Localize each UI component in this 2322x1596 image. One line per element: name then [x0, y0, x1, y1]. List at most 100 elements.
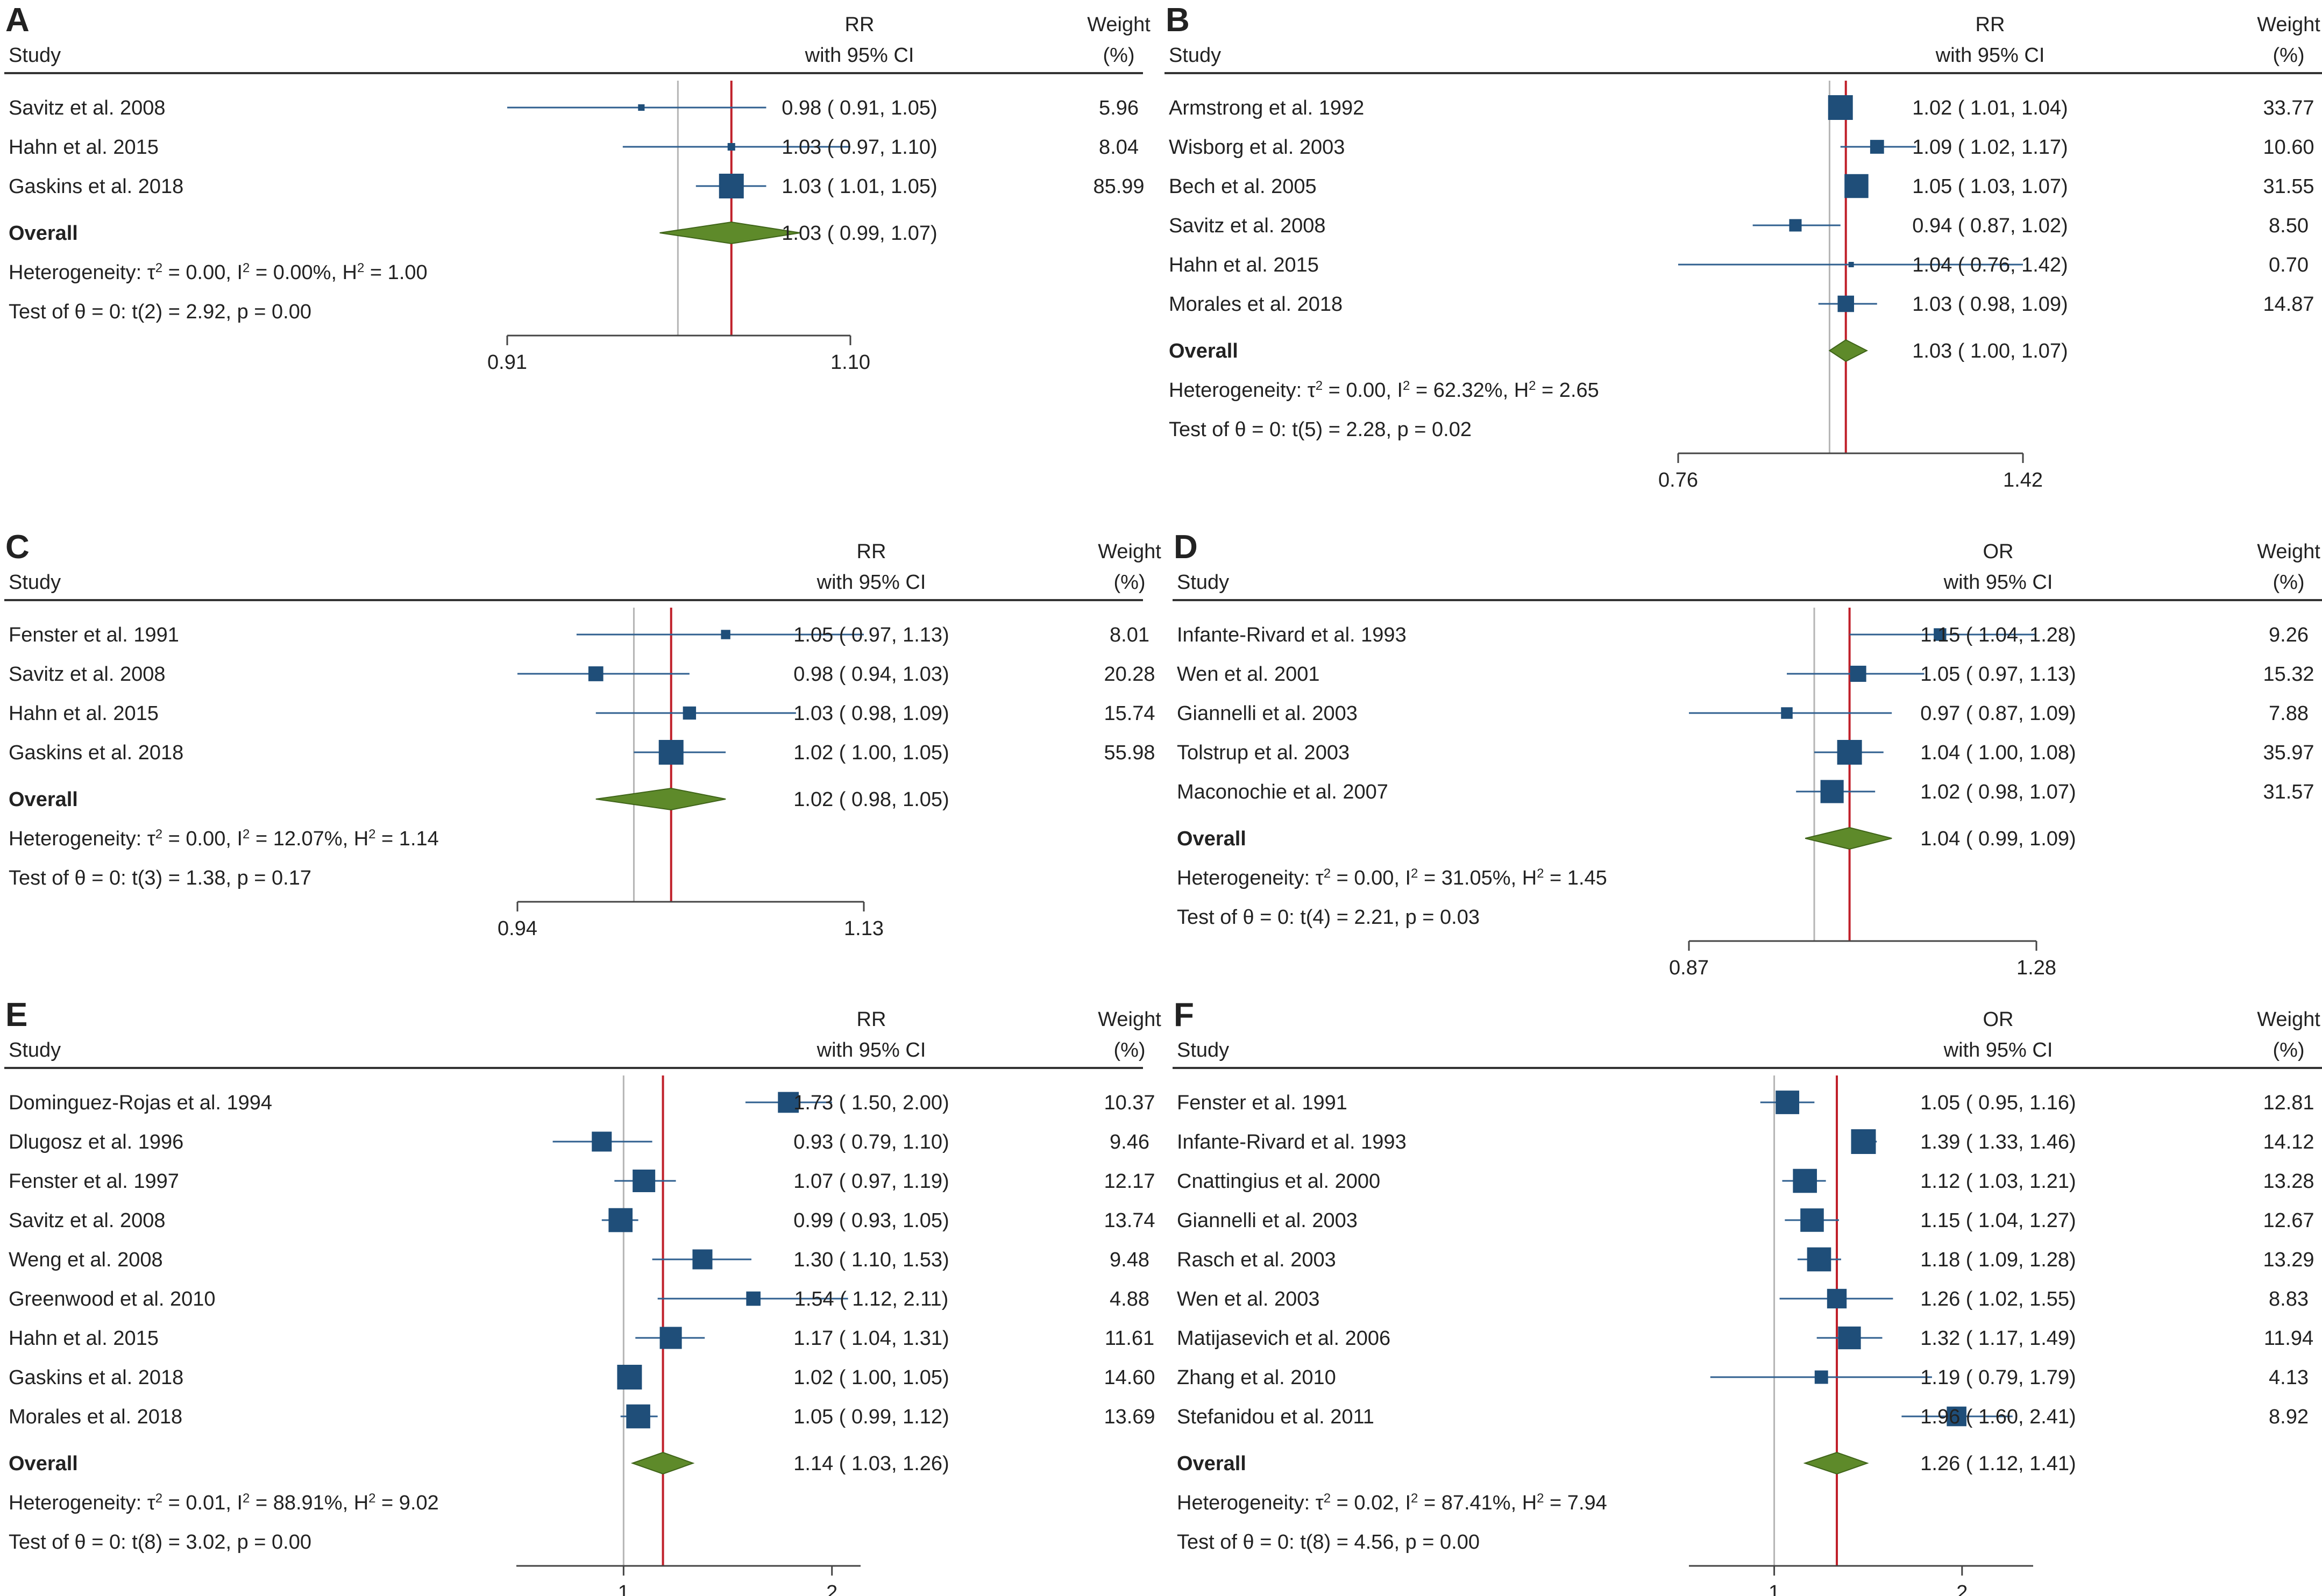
study-estimate: 1.18 ( 1.09, 1.28): [1920, 1249, 2076, 1271]
study-estimate: 1.02 ( 1.00, 1.05): [793, 1366, 949, 1389]
overall-estimate: 1.04 ( 0.99, 1.09): [1920, 828, 2076, 850]
study-marker: [638, 104, 645, 111]
heterogeneity-stats: Heterogeneity: τ2 = 0.00, I2 = 31.05%, H…: [1177, 866, 1607, 890]
study-marker: [778, 1092, 799, 1113]
x-tick-label: 0.76: [1658, 469, 1698, 491]
overall-diamond: [1828, 339, 1868, 362]
panel-label: E: [5, 996, 27, 1034]
study-marker: [659, 1327, 682, 1349]
study-estimate: 1.09 ( 1.02, 1.17): [1912, 136, 2068, 159]
study-marker: [692, 1249, 713, 1270]
overall-label: Overall: [1177, 1452, 1246, 1475]
study-estimate: 1.12 ( 1.03, 1.21): [1920, 1170, 2076, 1193]
test-statistic: Test of θ = 0: t(3) = 1.38, p = 0.17: [9, 867, 311, 889]
study-marker: [1789, 219, 1802, 232]
study-estimate: 1.30 ( 1.10, 1.53): [793, 1249, 949, 1271]
study-weight: 9.48: [1110, 1249, 1149, 1271]
study-name: Hahn et al. 2015: [9, 136, 159, 159]
heterogeneity-stats: Heterogeneity: τ2 = 0.01, I2 = 88.91%, H…: [9, 1491, 439, 1515]
study-estimate: 1.03 ( 0.98, 1.09): [1912, 293, 2068, 316]
study-weight: 12.67: [2263, 1209, 2314, 1232]
study-weight: 55.98: [1104, 742, 1155, 764]
study-estimate: 0.98 ( 0.91, 1.05): [782, 97, 937, 119]
study-estimate: 1.54 ( 1.12, 2.11): [794, 1288, 949, 1310]
study-marker: [1800, 1208, 1824, 1232]
study-name: Hahn et al. 2015: [9, 702, 159, 725]
study-header: Study: [9, 1039, 61, 1061]
study-marker: [1837, 295, 1854, 312]
study-estimate: 1.07 ( 0.97, 1.19): [793, 1170, 949, 1193]
x-tick-label: 0.94: [498, 917, 537, 940]
panel-label: F: [1174, 996, 1194, 1034]
study-name: Wen et al. 2001: [1177, 663, 1319, 686]
heterogeneity-stats: Heterogeneity: τ2 = 0.00, I2 = 12.07%, H…: [9, 827, 439, 851]
study-weight: 15.32: [2263, 663, 2314, 686]
study-weight: 7.88: [2269, 702, 2309, 725]
heterogeneity-stats: Heterogeneity: τ2 = 0.02, I2 = 87.41%, H…: [1177, 1491, 1607, 1515]
study-name: Morales et al. 2018: [1169, 293, 1343, 316]
panel-label: A: [5, 2, 30, 39]
weight-unit-header: (%): [1113, 1039, 1145, 1061]
study-weight: 12.81: [2263, 1092, 2314, 1114]
panel-label: C: [5, 529, 30, 566]
study-marker: [1851, 1129, 1876, 1154]
study-name: Giannelli et al. 2003: [1177, 1209, 1358, 1232]
weight-unit-header: (%): [2273, 1039, 2304, 1061]
study-name: Zhang et al. 2010: [1177, 1366, 1336, 1389]
study-marker: [727, 142, 735, 151]
test-statistic: Test of θ = 0: t(5) = 2.28, p = 0.02: [1169, 418, 1472, 441]
study-weight: 33.77: [2263, 97, 2314, 119]
x-tick-label: 0.91: [487, 351, 527, 374]
test-statistic: Test of θ = 0: t(4) = 2.21, p = 0.03: [1177, 906, 1480, 929]
study-estimate: 0.94 ( 0.87, 1.02): [1912, 215, 2068, 237]
study-weight: 14.87: [2263, 293, 2314, 316]
study-estimate: 1.05 ( 0.97, 1.13): [793, 624, 949, 646]
study-name: Savitz et al. 2008: [1169, 215, 1326, 237]
study-marker: [588, 666, 603, 681]
study-marker: [1850, 665, 1866, 682]
study-name: Cnattingius et al. 2000: [1177, 1170, 1380, 1193]
study-estimate: 0.98 ( 0.94, 1.03): [793, 663, 949, 686]
study-name: Savitz et al. 2008: [9, 1209, 166, 1232]
study-name: Rasch et al. 2003: [1177, 1249, 1336, 1271]
study-estimate: 0.93 ( 0.79, 1.10): [793, 1131, 949, 1153]
study-name: Hahn et al. 2015: [1169, 254, 1319, 276]
study-weight: 13.29: [2263, 1249, 2314, 1271]
study-estimate: 1.02 ( 1.00, 1.05): [793, 742, 949, 764]
study-weight: 4.13: [2269, 1366, 2309, 1389]
study-marker: [1807, 1247, 1831, 1272]
study-marker: [1820, 780, 1844, 803]
study-marker: [746, 1291, 761, 1306]
weight-header: Weight: [1087, 13, 1151, 36]
x-tick-label: 1.13: [844, 917, 884, 940]
measure-header: RR: [857, 540, 886, 563]
overall-diamond: [595, 787, 726, 811]
study-weight: 11.94: [2264, 1327, 2313, 1350]
study-name: Giannelli et al. 2003: [1177, 702, 1358, 725]
weight-unit-header: (%): [1113, 571, 1145, 594]
study-marker: [592, 1131, 612, 1152]
study-estimate: 1.04 ( 1.00, 1.08): [1920, 742, 2076, 764]
study-estimate: 1.02 ( 0.98, 1.07): [1920, 781, 2076, 803]
study-marker: [1870, 140, 1884, 154]
study-name: Hahn et al. 2015: [9, 1327, 159, 1350]
study-name: Weng et al. 2008: [9, 1249, 163, 1271]
overall-diamond: [630, 1451, 695, 1475]
study-weight: 12.17: [1104, 1170, 1155, 1193]
study-marker: [719, 174, 744, 198]
study-weight: 8.01: [1110, 624, 1149, 646]
study-name: Dlugosz et al. 1996: [9, 1131, 183, 1153]
study-marker: [626, 1404, 650, 1429]
study-weight: 85.99: [1093, 175, 1144, 198]
study-estimate: 1.05 ( 0.95, 1.16): [1920, 1092, 2076, 1114]
study-weight: 8.83: [2269, 1288, 2309, 1310]
study-name: Matijasevich et al. 2006: [1177, 1327, 1390, 1350]
study-name: Greenwood et al. 2010: [9, 1288, 216, 1310]
heterogeneity-stats: Heterogeneity: τ2 = 0.00, I2 = 0.00%, H2…: [9, 261, 428, 284]
panel-label: D: [1174, 529, 1198, 566]
overall-diamond: [659, 221, 801, 245]
study-weight: 10.37: [1104, 1092, 1155, 1114]
overall-label: Overall: [9, 1452, 78, 1475]
study-weight: 8.92: [2269, 1406, 2309, 1428]
panel-label: B: [1166, 2, 1190, 39]
